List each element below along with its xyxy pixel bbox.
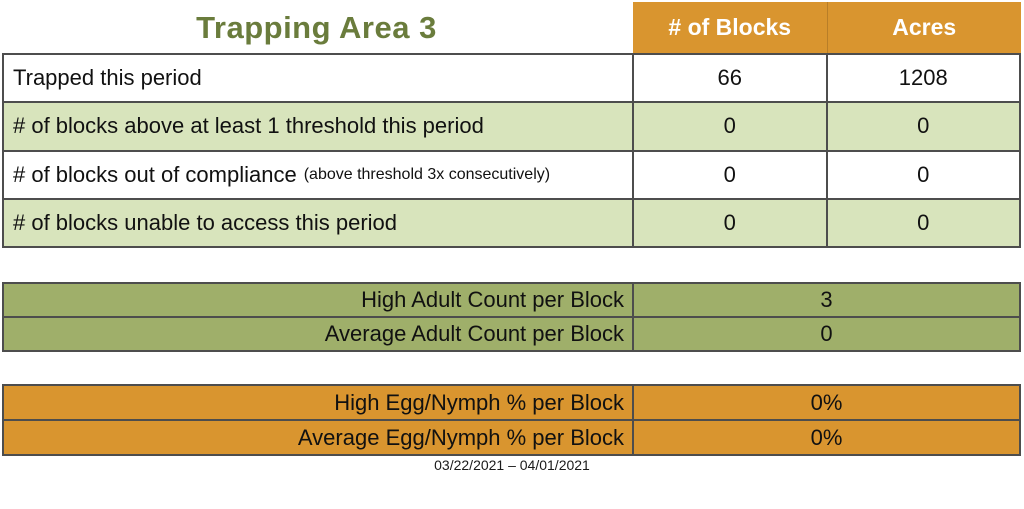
column-headers: # of Blocks Acres	[633, 2, 1021, 53]
table-row: Average Egg/Nymph % per Block 0%	[4, 419, 1019, 454]
column-header-blocks: # of Blocks	[668, 14, 792, 40]
metric-label: Average Adult Count per Block	[324, 321, 624, 346]
table-row: Trapped this period 66 1208	[4, 55, 1020, 102]
metric-value: 0%	[632, 386, 1019, 419]
blocks-value: 66	[632, 55, 826, 102]
row-label-text: Trapped this period	[13, 65, 202, 91]
acres-value: 0	[825, 151, 1020, 198]
metric-value: 0	[632, 318, 1019, 350]
row-label: # of blocks out of compliance (above thr…	[4, 152, 632, 198]
row-label-note: (above threshold 3x consecutively)	[303, 165, 551, 183]
metric-value: 0%	[632, 421, 1019, 454]
metric-label: High Adult Count per Block	[361, 287, 624, 312]
row-label-text: # of blocks out of compliance	[13, 161, 297, 187]
row-label: Trapped this period	[4, 55, 632, 101]
row-label: # of blocks unable to access this period	[4, 200, 632, 246]
row-label: # of blocks above at least 1 threshold t…	[4, 103, 632, 149]
column-header-acres: Acres	[826, 2, 1022, 53]
table-row: # of blocks above at least 1 threshold t…	[4, 101, 1020, 150]
blocks-value: 0	[632, 151, 826, 198]
adult-count-table: High Adult Count per Block 3 Average Adu…	[2, 282, 1021, 352]
date-range: 03/22/2021 – 04/01/2021	[434, 457, 590, 473]
blocks-value: 0	[632, 103, 826, 150]
egg-nymph-table: High Egg/Nymph % per Block 0% Average Eg…	[2, 384, 1021, 456]
acres-value: 0	[825, 199, 1020, 246]
table-row: High Egg/Nymph % per Block 0%	[4, 386, 1019, 419]
acres-value: 1208	[825, 55, 1020, 102]
metric-value: 3	[632, 284, 1019, 316]
row-label-text: # of blocks unable to access this period	[13, 209, 398, 235]
metric-label: Average Egg/Nymph % per Block	[297, 424, 624, 450]
metric-label: High Egg/Nymph % per Block	[334, 389, 624, 415]
row-label-text: # of blocks above at least 1 threshold t…	[13, 113, 484, 139]
page-title: Trapping Area 3	[196, 9, 437, 45]
acres-value: 0	[825, 103, 1020, 150]
table-row: High Adult Count per Block 3	[4, 284, 1019, 316]
table-row: # of blocks unable to access this period…	[4, 197, 1020, 246]
summary-table: Trapped this period 66 1208 # of blocks …	[2, 53, 1021, 248]
blocks-value: 0	[632, 199, 826, 246]
table-row: Average Adult Count per Block 0	[4, 316, 1019, 350]
table-row: # of blocks out of compliance (above thr…	[4, 149, 1020, 198]
